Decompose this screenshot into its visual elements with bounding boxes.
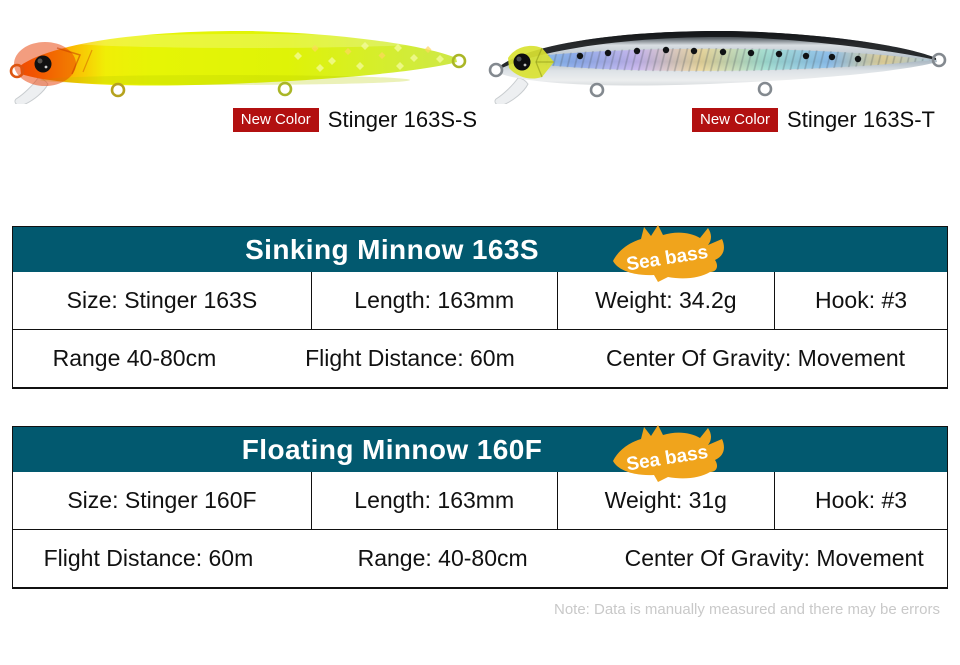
- spec-cell-size: Size: Stinger 160F: [13, 472, 312, 529]
- table-header: Sinking Minnow 163S Sea bass: [13, 225, 947, 282]
- spec-cell-length: Length: 163mm: [312, 472, 558, 529]
- spec-cell-weight: Weight: 31g: [558, 472, 776, 529]
- spec-cell-center-of-gravity: Center Of Gravity: Movement: [605, 345, 906, 371]
- spec-cell-hook: Hook: #3: [815, 487, 908, 513]
- measurement-note: Note: Data is manually measured and ther…: [553, 601, 940, 618]
- dark-back: [500, 30, 936, 68]
- scale-sparkles: [294, 42, 444, 72]
- spec-row-secondary: Range 40-80cm Flight Distance: 60m Cente…: [13, 330, 947, 387]
- spec-cell-flight-distance: Flight Distance: 60m: [305, 345, 515, 371]
- spec-row-primary: Size: Stinger 163S Length: 163mm Weight:…: [13, 272, 947, 330]
- table-title: Sinking Minnow 163S: [245, 233, 539, 265]
- new-color-badge: New Color: [692, 108, 779, 132]
- sea-bass-fish-icon: [613, 425, 724, 482]
- product-stinger-163s-t: New Color Stinger 163S-T: [480, 0, 960, 134]
- spec-cell-range: Range: 40-80cm: [357, 545, 528, 571]
- black-spots: [576, 46, 862, 63]
- table-header: Floating Minnow 160F Sea bass: [13, 425, 947, 482]
- spec-table-floating-minnow-160f: Floating Minnow 160F Sea bass Size: Stin…: [12, 425, 948, 589]
- product-name: Stinger 163S-S: [327, 107, 477, 132]
- lure-lip: [494, 77, 529, 104]
- spec-cell-center-of-gravity: Center Of Gravity: Movement: [624, 545, 924, 571]
- hook-rings: [9, 53, 467, 98]
- spec-cell-weight: Weight: 34.2g: [558, 272, 776, 329]
- lure-eye: [34, 55, 52, 73]
- spec-cell-size: Size: Stinger 163S: [13, 272, 312, 329]
- spec-cell-length: Length: 163mm: [312, 272, 558, 329]
- spec-row-secondary: Flight Distance: 60m Range: 40-80cm Cent…: [13, 530, 947, 587]
- lure-image-holographic: [488, 30, 947, 104]
- spec-row-primary: Size: Stinger 160F Length: 163mm Weight:…: [13, 472, 947, 530]
- new-color-badge: New Color: [232, 108, 319, 132]
- scale-texture: [508, 48, 932, 72]
- sea-bass-badge: Sea bass: [613, 425, 724, 482]
- product-name: Stinger 163S-T: [787, 107, 935, 132]
- product-caption: New Color Stinger 163S-S: [0, 106, 480, 134]
- spec-table-sinking-minnow-163s: Sinking Minnow 163S Sea bass Size: Sting…: [12, 225, 948, 389]
- sea-bass-fish-icon: [613, 225, 724, 282]
- hook-rings: [488, 52, 947, 98]
- product-stinger-163s-s: New Color Stinger 163S-S: [0, 0, 480, 134]
- product-gallery: New Color Stinger 163S-S: [0, 0, 960, 134]
- product-caption: New Color Stinger 163S-T: [480, 106, 960, 134]
- spec-cell-flight-distance: Flight Distance: 60m: [43, 545, 254, 571]
- table-title: Floating Minnow 160F: [241, 433, 543, 465]
- belly-shadow: [40, 75, 410, 85]
- lure-eye: [513, 53, 531, 71]
- spec-cell-hook: Hook: #3: [815, 287, 908, 313]
- lure-body: [20, 30, 457, 86]
- spec-cell-range: Range 40-80cm: [52, 345, 217, 371]
- lure-image-chartreuse: [9, 30, 467, 104]
- sea-bass-badge: Sea bass: [613, 225, 724, 282]
- body-highlight: [55, 34, 445, 48]
